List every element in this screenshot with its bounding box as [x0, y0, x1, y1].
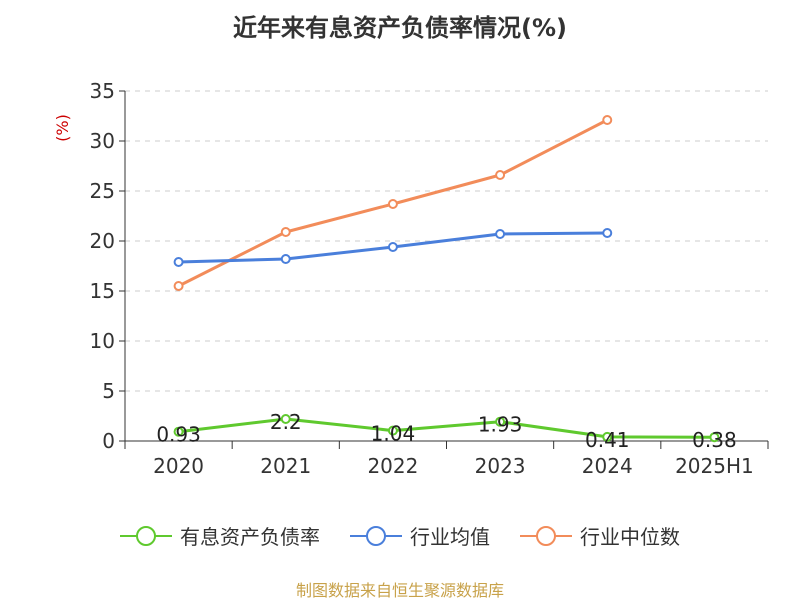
legend: 有息资产负债率 行业均值 行业中位数	[0, 521, 800, 550]
legend-marker	[520, 525, 572, 546]
y-tick-label: 20	[90, 229, 115, 253]
y-tick-label: 15	[90, 279, 115, 303]
data-point	[280, 414, 291, 424]
data-point	[173, 426, 184, 437]
legend-marker	[120, 525, 172, 546]
series	[173, 115, 720, 443]
data-point	[602, 115, 613, 125]
chart-title: 近年来有息资产负债率情况(%)	[233, 14, 567, 42]
data-point	[387, 242, 398, 252]
data-point	[602, 431, 613, 442]
y-axis-label: (%)	[53, 114, 72, 142]
data-point	[602, 228, 613, 238]
y-tick-label: 0	[102, 429, 115, 453]
legend-item-2[interactable]: 行业中位数	[520, 521, 680, 550]
x-tick-label: 2020	[153, 454, 204, 478]
legend-marker	[350, 525, 402, 546]
y-tick-label: 30	[90, 129, 115, 153]
data-label: 0.93	[156, 423, 201, 447]
data-point	[495, 416, 506, 427]
data-point	[173, 281, 184, 291]
data-point	[280, 227, 291, 237]
x-tick-label: 2023	[475, 454, 526, 478]
data-label: 1.93	[478, 413, 523, 437]
data-point	[495, 170, 506, 180]
series-0	[173, 414, 720, 443]
x-tick-label: 2024	[582, 454, 633, 478]
axes: 0 5 10 15 20 25 30 35 2020 2021 2022 2023 2024 2025H1	[90, 79, 769, 478]
y-tick-label: 35	[90, 79, 115, 103]
data-label: 1.04	[371, 422, 416, 446]
data-point	[173, 257, 184, 267]
y-tick-label: 10	[90, 329, 115, 353]
legend-item-0[interactable]: 有息资产负债率	[120, 521, 320, 550]
x-tick-label: 2022	[367, 454, 418, 478]
data-label: 2.2	[270, 410, 302, 434]
data-point	[709, 432, 720, 443]
y-tick-label: 5	[102, 379, 115, 403]
legend-label: 行业中位数	[580, 525, 680, 549]
data-point	[495, 229, 506, 239]
x-tick-label: 2021	[260, 454, 311, 478]
data-point	[387, 425, 398, 436]
source-note: 制图数据来自恒生聚源数据库	[295, 581, 504, 600]
series-1	[173, 228, 613, 267]
legend-label: 行业均值	[410, 525, 490, 549]
series-2	[173, 115, 613, 291]
data-label: 0.38	[692, 428, 737, 452]
data-point	[387, 199, 398, 209]
y-tick-label: 25	[90, 179, 115, 203]
x-tick-label: 2025H1	[675, 454, 754, 478]
data-label: 0.41	[585, 428, 630, 452]
legend-label: 有息资产负债率	[180, 525, 320, 549]
series-line	[178, 417, 715, 439]
data-labels: 0.93 2.2 1.04 1.93 0.41 0.38	[156, 410, 736, 452]
legend-item-1[interactable]: 行业均值	[350, 521, 490, 550]
data-point	[280, 254, 291, 264]
